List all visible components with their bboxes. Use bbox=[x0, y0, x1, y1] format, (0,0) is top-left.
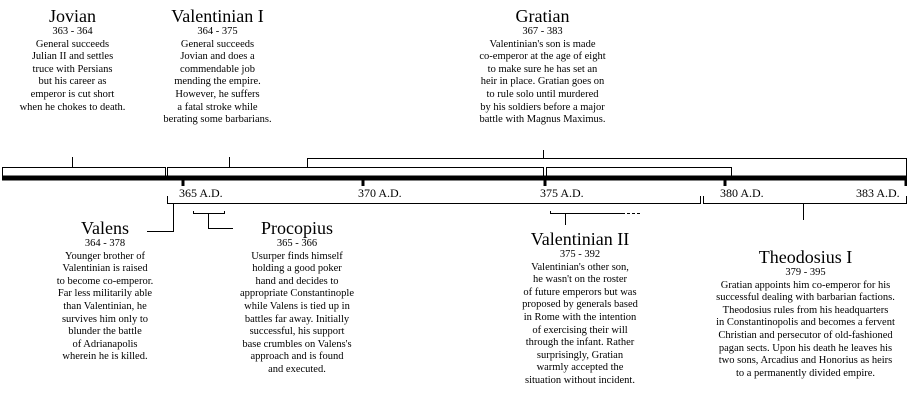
ruler-description-line: by his soldiers before a major bbox=[480, 101, 605, 113]
tick-label-375: 375 A.D. bbox=[540, 186, 584, 200]
bracket-valens bbox=[147, 196, 701, 232]
ruler-description-line: wherein he is killed. bbox=[62, 351, 148, 363]
ruler-description-line: when he chokes to death. bbox=[19, 101, 126, 113]
ruler-description-line: situation without incident. bbox=[525, 374, 635, 386]
ruler-years: 367 - 383 bbox=[522, 26, 563, 37]
ruler-description-line: to make sure he has set an bbox=[487, 63, 598, 75]
ruler-description-line: two sons, Arcadius and Honorius as heirs bbox=[718, 355, 893, 367]
ruler-theodosius-i: Theodosius I 379 - 395 Gratian appoints hi… bbox=[688, 247, 907, 380]
ruler-description-line: Gratian appoints him co-emperor for his bbox=[720, 279, 891, 291]
tick-label-370: 370 A.D. bbox=[358, 186, 402, 200]
ruler-years: 363 - 364 bbox=[52, 26, 93, 37]
ruler-years: 379 - 395 bbox=[785, 267, 826, 278]
ruler-name: Valens bbox=[81, 218, 129, 238]
ruler-description-line: Julian II and settles bbox=[31, 51, 114, 63]
ruler-description-line: battles far away. Initially bbox=[244, 313, 350, 325]
ruler-description-line: Valentinian's other son, bbox=[531, 261, 629, 273]
ruler-description-line: Theodosius rules from his headquarters bbox=[722, 304, 889, 316]
bracket-procopius bbox=[193, 211, 233, 229]
ruler-description-line: survives him only to bbox=[61, 313, 149, 325]
ruler-description-line: blunder the battle bbox=[68, 326, 142, 338]
ruler-description-line: a fatal stroke while bbox=[177, 101, 258, 113]
ruler-description-line: Christian and persecutor of old-fashione… bbox=[718, 329, 893, 341]
ruler-description-line: Far less militarily able bbox=[57, 288, 153, 300]
ruler-description-line: successful dealing with barbarian factio… bbox=[716, 292, 895, 304]
ruler-valens: Valens 364 - 378 Younger brother of Valenti… bbox=[35, 218, 175, 364]
ruler-description-line: appropriate Constantinople bbox=[239, 288, 354, 300]
ruler-name: Jovian bbox=[49, 6, 96, 26]
ruler-years: 364 - 378 bbox=[84, 238, 126, 249]
ruler-name: Valentinian I bbox=[171, 6, 264, 26]
ruler-description-line: co-emperor at the age of eight bbox=[479, 51, 606, 63]
ruler-description-line: Valentinian is raised bbox=[62, 263, 148, 275]
ruler-description-line: to become co-emperor. bbox=[56, 275, 154, 287]
ruler-description-line: hand and decides to bbox=[255, 275, 339, 287]
ruler-description-line: Valentinian's son is made bbox=[489, 38, 596, 50]
ruler-description-line: pagan sects. Upon his death he leaves hi… bbox=[718, 342, 893, 354]
ruler-description-line: than Valentinian, he bbox=[63, 300, 147, 312]
ruler-description-line: through the infant. Rather bbox=[525, 337, 635, 349]
ruler-valentinian-ii: Valentinian II 375 - 392 Valentinian's oth… bbox=[505, 229, 655, 388]
ruler-years: 365 - 366 bbox=[276, 238, 318, 249]
ruler-description-line: base crumbles on Valens's bbox=[242, 338, 352, 350]
ruler-description-line: General succeeds bbox=[180, 38, 255, 50]
bracket-valentinian-ii bbox=[550, 211, 625, 225]
ruler-description-line: but his career as bbox=[38, 76, 107, 88]
ruler-description-line: holding a good poker bbox=[252, 263, 342, 275]
bracket-jovian bbox=[2, 157, 166, 176]
ruler-description-line: However, he suffers bbox=[175, 88, 260, 100]
ruler-description-line: General succeeds bbox=[35, 38, 110, 50]
ruler-description-line: of future emperors but was bbox=[523, 286, 637, 298]
ruler-name: Theodosius I bbox=[758, 247, 853, 267]
ruler-description-line: Jovian and does a bbox=[180, 51, 255, 63]
ruler-procopius: Procopius 365 - 366 Usurper finds himself h… bbox=[222, 218, 372, 377]
ruler-description-line: in Rome with the intention bbox=[523, 311, 637, 323]
ruler-description-line: commendable job bbox=[180, 63, 255, 75]
ruler-description-line: mending the empire. bbox=[174, 76, 261, 88]
ruler-description-line: heir in place. Gratian goes on bbox=[480, 76, 605, 88]
ruler-years: 375 - 392 bbox=[559, 249, 601, 260]
ruler-valentinian-i: Valentinian I 364 - 375 General succeeds Jo… bbox=[150, 6, 285, 127]
ruler-description-line: successful, his support bbox=[249, 326, 345, 338]
ruler-name: Gratian bbox=[515, 6, 570, 26]
ruler-description-line: to a permanently divided empire. bbox=[735, 367, 876, 379]
tick-label-380: 380 A.D. bbox=[720, 186, 764, 200]
ruler-gratian: Gratian 367 - 383 Valentinian's son is mad… bbox=[450, 6, 635, 127]
ruler-description-line: battle with Magnus Maximus. bbox=[479, 114, 606, 126]
tick-label-383: 383 A.D. bbox=[856, 186, 900, 200]
ruler-jovian: Jovian 363 - 364 General succeeds Julian II… bbox=[0, 6, 145, 114]
bracket-valentinian-ii-top bbox=[546, 167, 732, 176]
ruler-description-line: surprisingly, Gratian bbox=[536, 349, 624, 361]
ruler-description-line: emperor is cut short bbox=[30, 88, 115, 100]
tick-label-365: 365 A.D. bbox=[179, 186, 223, 200]
ruler-years: 364 - 375 bbox=[197, 26, 238, 37]
ruler-description-line: to rule solo until murdered bbox=[486, 88, 599, 100]
ruler-name: Valentinian II bbox=[530, 229, 630, 249]
ruler-description-line: of exercising their will bbox=[532, 324, 628, 336]
bracket-valentinian-i bbox=[167, 157, 544, 176]
ruler-description-line: of Adrianapolis bbox=[72, 338, 138, 350]
axis-ticks bbox=[181, 178, 907, 186]
ruler-description-line: in Constantinopolis and becomes a ferven… bbox=[716, 317, 895, 329]
ruler-description-line: and executed. bbox=[268, 363, 326, 375]
ruler-description-line: truce with Persians bbox=[32, 63, 113, 75]
ruler-description-line: he wasn't on the roster bbox=[532, 274, 628, 286]
ruler-description-line: Younger brother of bbox=[64, 250, 145, 262]
ruler-description-line: approach and is found bbox=[250, 351, 344, 363]
bracket-gratian bbox=[307, 150, 907, 176]
ruler-description-line: proposed by generals based bbox=[522, 299, 638, 311]
ruler-description-line: berating some barbarians. bbox=[163, 114, 272, 126]
ruler-description-line: while Valens is tied up in bbox=[244, 300, 350, 312]
ruler-description-line: warmly accepted the bbox=[536, 362, 624, 374]
ruler-name: Procopius bbox=[261, 218, 333, 238]
ruler-description-line: Usurper finds himself bbox=[251, 250, 343, 262]
